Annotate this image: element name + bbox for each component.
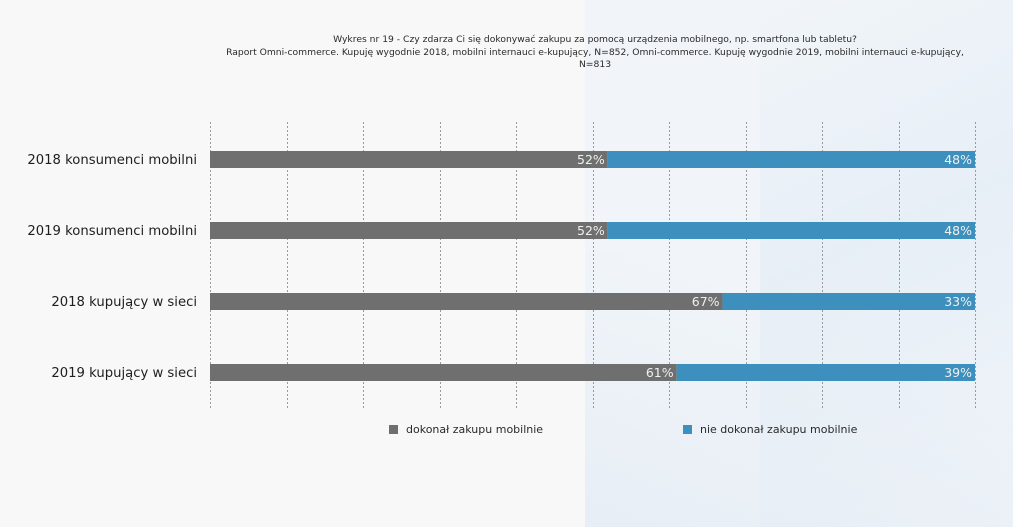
value-label: 52%	[577, 223, 605, 238]
value-label: 52%	[577, 152, 605, 167]
category-label: 2018 konsumenci mobilni	[27, 153, 197, 168]
legend-swatch-mobile	[389, 425, 398, 434]
value-label: 61%	[646, 365, 674, 380]
labels: 2018 konsumenci mobilni 52% 48% 2019 konsum…	[27, 152, 972, 381]
legend-label-not-mobile: nie dokonał zakupu mobilnie	[700, 423, 858, 436]
legend-item-not-mobile: nie dokonał zakupu mobilnie	[683, 423, 857, 436]
chart-subtitle-line: Raport Omni-commerce. Kupuję wygodnie 20…	[226, 46, 964, 58]
category-label: 2019 konsumenci mobilni	[27, 224, 197, 239]
bar-segment-not-mobile	[607, 222, 975, 239]
bar-segment-mobile	[210, 222, 608, 239]
legend-label-mobile: dokonał zakupu mobilnie	[406, 423, 544, 436]
bar-segment-not-mobile	[722, 293, 975, 310]
category-label: 2019 kupujący w sieci	[51, 366, 197, 381]
value-label: 48%	[944, 152, 972, 167]
chart-title-line: Wykres nr 19 - Czy zdarza Ci się dokonyw…	[333, 34, 857, 45]
legend-item-mobile: dokonał zakupu mobilnie	[389, 423, 543, 436]
bar-segment-mobile	[210, 293, 723, 310]
bar-segment-mobile	[210, 151, 608, 168]
bar-segment-not-mobile	[676, 364, 975, 381]
legend-swatch-not-mobile	[683, 425, 692, 434]
value-label: 48%	[944, 223, 972, 238]
value-label: 33%	[944, 294, 972, 309]
category-label: 2018 kupujący w sieci	[51, 295, 197, 310]
bars	[210, 151, 975, 381]
chart-title: Wykres nr 19 - Czy zdarza Ci się dokonyw…	[200, 34, 990, 72]
bar-segment-mobile	[210, 364, 677, 381]
chart-subtitle-line: N=813	[578, 59, 612, 70]
bar-segment-not-mobile	[607, 151, 975, 168]
value-label: 39%	[944, 365, 972, 380]
value-label: 67%	[692, 294, 720, 309]
